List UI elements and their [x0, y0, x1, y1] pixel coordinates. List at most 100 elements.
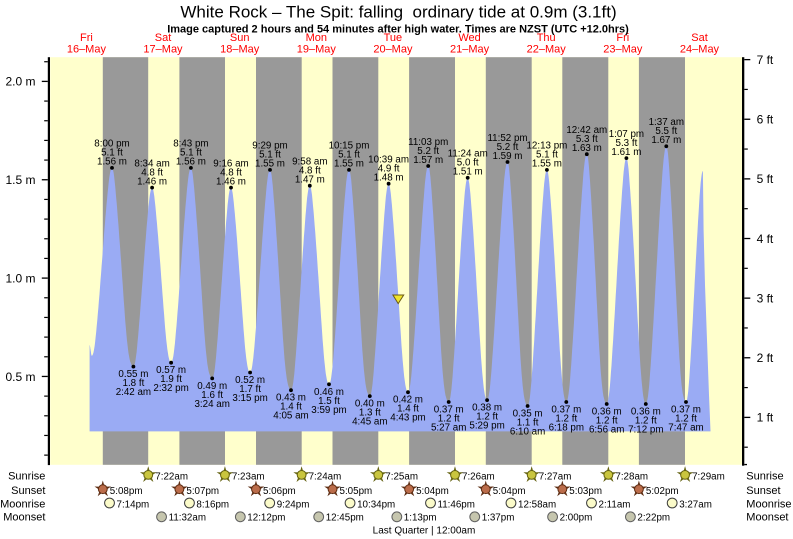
svg-text:8:16pm: 8:16pm: [196, 500, 229, 511]
svg-text:5.0 ft: 5.0 ft: [457, 158, 479, 169]
svg-text:4.9 ft: 4.9 ft: [378, 164, 400, 175]
svg-text:6:10 am: 6:10 am: [510, 427, 545, 438]
svg-text:Sunrise: Sunrise: [8, 471, 45, 483]
svg-text:5.3 ft: 5.3 ft: [616, 138, 638, 149]
svg-text:1.5 ft: 1.5 ft: [318, 396, 340, 407]
svg-text:0.55 m: 0.55 m: [118, 369, 148, 380]
svg-text:1.67 m: 1.67 m: [651, 135, 681, 146]
svg-text:11:24 am: 11:24 am: [448, 149, 488, 160]
svg-text:8:34 am: 8:34 am: [134, 158, 169, 169]
svg-text:8:43 pm: 8:43 pm: [173, 139, 208, 150]
svg-text:Sunrise: Sunrise: [746, 471, 783, 483]
svg-text:7:26am: 7:26am: [462, 472, 495, 483]
svg-text:5:27 am: 5:27 am: [431, 423, 466, 434]
svg-text:7:27am: 7:27am: [539, 472, 572, 483]
svg-text:11:32am: 11:32am: [169, 512, 206, 523]
svg-text:1.4 ft: 1.4 ft: [397, 404, 419, 415]
svg-text:1:37pm: 1:37pm: [482, 512, 515, 523]
svg-text:5:02pm: 5:02pm: [646, 486, 679, 497]
svg-text:9:16 am: 9:16 am: [213, 158, 248, 169]
svg-text:2:00pm: 2:00pm: [560, 512, 593, 523]
svg-text:7:47 am: 7:47 am: [668, 423, 703, 434]
svg-text:11:03 pm: 11:03 pm: [408, 137, 448, 148]
svg-text:7:25am: 7:25am: [385, 472, 418, 483]
svg-text:1.55 m: 1.55 m: [255, 159, 285, 170]
svg-text:1.46 m: 1.46 m: [137, 176, 167, 187]
svg-text:0.57 m: 0.57 m: [156, 365, 186, 376]
svg-text:12:13 pm: 12:13 pm: [526, 141, 567, 152]
svg-text:1.2 ft: 1.2 ft: [596, 416, 618, 427]
svg-text:7:22am: 7:22am: [155, 472, 188, 483]
svg-text:4:05 am: 4:05 am: [273, 411, 308, 422]
svg-text:5:07pm: 5:07pm: [186, 486, 219, 497]
svg-text:9:58 am: 9:58 am: [292, 157, 327, 168]
svg-text:2:42 am: 2:42 am: [116, 387, 151, 398]
svg-text:Thu: Thu: [537, 32, 556, 44]
svg-text:1.46 m: 1.46 m: [216, 176, 246, 187]
svg-text:5.3 ft: 5.3 ft: [576, 134, 598, 145]
svg-text:16–May: 16–May: [67, 44, 107, 56]
svg-text:2:22pm: 2:22pm: [637, 512, 670, 523]
svg-text:5.1 ft: 5.1 ft: [101, 148, 123, 159]
svg-text:20–May: 20–May: [373, 44, 413, 56]
svg-text:17–May: 17–May: [143, 44, 183, 56]
svg-text:Sun: Sun: [230, 32, 250, 44]
svg-text:1.57 m: 1.57 m: [413, 155, 443, 166]
svg-text:1:07 pm: 1:07 pm: [609, 129, 644, 140]
svg-text:0.46 m: 0.46 m: [314, 387, 344, 398]
svg-text:5:05pm: 5:05pm: [340, 486, 373, 497]
svg-text:21–May: 21–May: [450, 44, 490, 56]
svg-text:Mon: Mon: [306, 32, 327, 44]
svg-text:0.40 m: 0.40 m: [355, 399, 385, 410]
svg-text:12:45pm: 12:45pm: [326, 512, 364, 523]
svg-text:11:46pm: 11:46pm: [438, 500, 475, 511]
svg-text:23–May: 23–May: [603, 44, 643, 56]
svg-text:Sunset: Sunset: [746, 485, 780, 497]
svg-text:10:15 pm: 10:15 pm: [329, 141, 370, 152]
svg-text:1.55 m: 1.55 m: [532, 159, 562, 170]
svg-text:1 ft: 1 ft: [757, 411, 774, 425]
svg-text:1.51 m: 1.51 m: [453, 167, 483, 178]
svg-text:12:12pm: 12:12pm: [247, 512, 285, 523]
svg-text:18–May: 18–May: [220, 44, 260, 56]
svg-text:11:52 pm: 11:52 pm: [487, 133, 527, 144]
svg-text:6 ft: 6 ft: [757, 113, 774, 127]
svg-text:5.1 ft: 5.1 ft: [180, 148, 202, 159]
svg-text:7:23am: 7:23am: [232, 472, 265, 483]
svg-text:5.2 ft: 5.2 ft: [417, 146, 439, 157]
svg-text:3:24 am: 3:24 am: [194, 399, 229, 410]
svg-text:1.5 m: 1.5 m: [5, 173, 35, 187]
svg-text:10:34pm: 10:34pm: [357, 500, 395, 511]
svg-text:Last Quarter | 12:00am: Last Quarter | 12:00am: [373, 526, 476, 537]
svg-text:19–May: 19–May: [297, 44, 337, 56]
svg-text:0.38 m: 0.38 m: [472, 403, 502, 414]
svg-text:4:45 am: 4:45 am: [352, 417, 387, 428]
svg-text:5:04pm: 5:04pm: [416, 486, 449, 497]
svg-text:1.8 ft: 1.8 ft: [123, 378, 145, 389]
svg-text:5.2 ft: 5.2 ft: [497, 142, 519, 153]
svg-text:5:08pm: 5:08pm: [110, 486, 143, 497]
svg-text:2.0 m: 2.0 m: [5, 75, 35, 89]
svg-text:0.37 m: 0.37 m: [551, 405, 581, 416]
svg-text:1.4 ft: 1.4 ft: [280, 402, 302, 413]
svg-text:1.61 m: 1.61 m: [611, 147, 641, 158]
svg-text:5.5 ft: 5.5 ft: [655, 126, 677, 137]
svg-text:Fri: Fri: [616, 32, 629, 44]
svg-text:5.1 ft: 5.1 ft: [536, 150, 558, 161]
svg-text:3:15 pm: 3:15 pm: [232, 393, 267, 404]
svg-text:Moonrise: Moonrise: [0, 499, 45, 511]
svg-text:Sunset: Sunset: [11, 485, 45, 497]
svg-text:5:04pm: 5:04pm: [493, 486, 526, 497]
svg-text:12:58am: 12:58am: [518, 500, 556, 511]
svg-text:1:13pm: 1:13pm: [404, 512, 437, 523]
svg-text:1.56 m: 1.56 m: [176, 157, 206, 168]
svg-text:24–May: 24–May: [680, 44, 720, 56]
svg-text:4.8 ft: 4.8 ft: [299, 166, 321, 177]
svg-text:1.2 ft: 1.2 ft: [555, 414, 577, 425]
svg-text:1.48 m: 1.48 m: [374, 173, 404, 184]
svg-text:0.36 m: 0.36 m: [631, 407, 661, 418]
svg-text:7:29am: 7:29am: [692, 472, 725, 483]
svg-text:2:32 pm: 2:32 pm: [153, 383, 188, 394]
svg-text:4.8 ft: 4.8 ft: [220, 167, 242, 178]
svg-text:1.2 ft: 1.2 ft: [476, 412, 498, 423]
